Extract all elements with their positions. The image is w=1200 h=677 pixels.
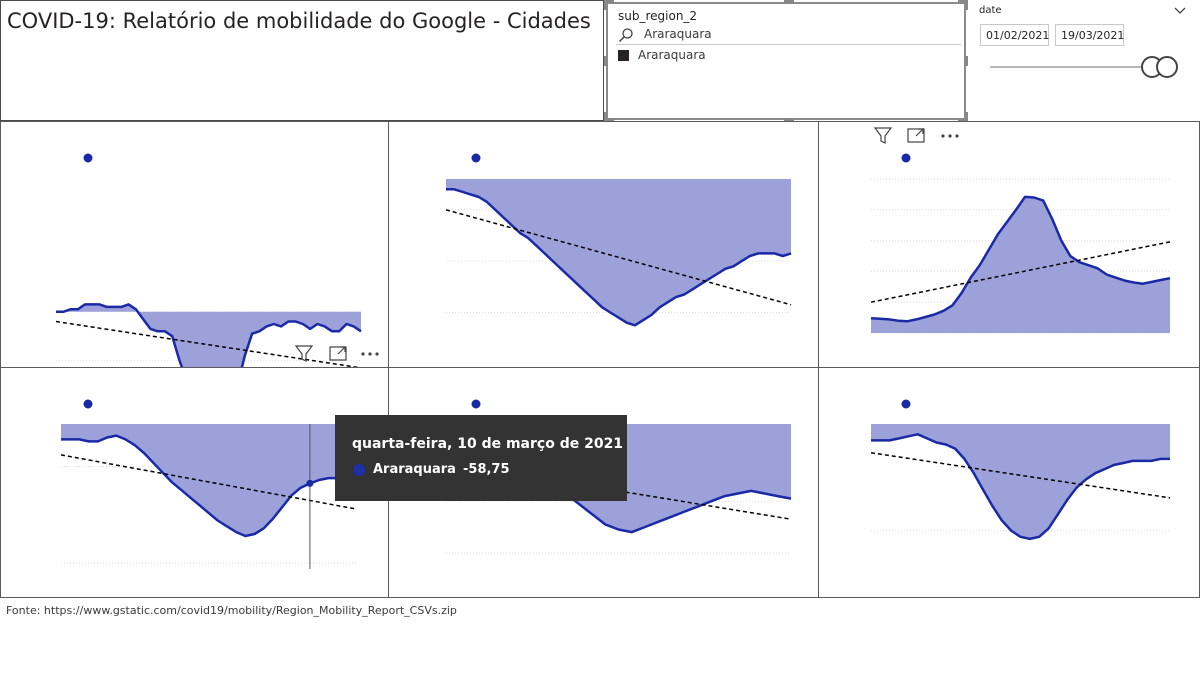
series-line[interactable] <box>870 195 1171 323</box>
chevron-down-icon[interactable] <box>1174 7 1186 15</box>
report-title: COVID-19: Relatório de mobilidade do Goo… <box>7 9 591 33</box>
trend-line <box>870 241 1171 303</box>
resize-handle-top-right[interactable] <box>958 0 968 10</box>
legend-marker <box>83 399 93 409</box>
more-options-icon[interactable] <box>361 352 379 356</box>
chart-locais-trabalho[interactable] <box>818 367 1200 598</box>
legend-marker <box>83 153 93 163</box>
slicer-title: sub_region_2 <box>618 9 698 23</box>
series-line[interactable] <box>871 433 1170 541</box>
hover-point[interactable] <box>306 479 314 487</box>
checkbox-checked-icon[interactable] <box>618 50 629 61</box>
date-slicer-title: date <box>979 5 1002 16</box>
region-slicer[interactable]: sub_region_2 Araraquara Araraquara <box>604 0 968 122</box>
slicer-item-label: Araraquara <box>638 48 706 62</box>
chart-svg <box>870 127 1171 334</box>
filter-icon[interactable] <box>294 345 314 362</box>
tooltip-series-name: Araraquara <box>373 462 456 477</box>
slicer-search-value: Araraquara <box>644 27 712 41</box>
resize-handle-bottom-right[interactable] <box>958 112 968 122</box>
series-line[interactable] <box>56 303 362 369</box>
trend-line <box>60 454 357 510</box>
resize-handle-top-left[interactable] <box>604 0 614 10</box>
chart-svg <box>55 153 379 369</box>
resize-handle-right[interactable] <box>964 56 968 66</box>
resize-handle-bottom[interactable] <box>784 118 794 122</box>
series-area <box>446 179 791 326</box>
date-slicer[interactable]: date 01/02/2021 19/03/2021 <box>970 0 1200 121</box>
legend-marker <box>901 399 911 409</box>
chart-svg <box>60 399 357 569</box>
title-panel: COVID-19: Relatório de mobilidade do Goo… <box>0 0 604 121</box>
chart-comercio-lazer[interactable] <box>0 367 389 598</box>
chart-mercado-farmacias[interactable] <box>0 121 389 369</box>
legend-marker <box>901 153 911 163</box>
date-range-track[interactable] <box>990 66 1160 68</box>
resize-handle-left[interactable] <box>604 56 608 66</box>
search-icon <box>618 28 633 43</box>
filter-icon[interactable] <box>873 127 893 144</box>
series-area <box>61 424 356 536</box>
chart-tooltip: quarta-feira, 10 de março de 2021 Araraq… <box>335 415 627 501</box>
date-range-end-handle[interactable] <box>1156 56 1178 78</box>
series-area <box>871 196 1170 333</box>
source-footer: Fonte: https://www.gstatic.com/covid19/m… <box>6 604 457 617</box>
slicer-search-input[interactable]: Araraquara <box>616 26 961 45</box>
resize-handle-top[interactable] <box>784 0 794 4</box>
date-end-input[interactable]: 19/03/2021 <box>1055 24 1124 46</box>
chart-residencias[interactable] <box>818 121 1200 368</box>
legend-marker <box>471 153 481 163</box>
focus-mode-icon[interactable] <box>329 346 347 361</box>
trend-line <box>445 209 792 306</box>
series-area <box>56 304 361 369</box>
legend-marker <box>471 399 481 409</box>
tooltip-date: quarta-feira, 10 de março de 2021 <box>352 436 624 452</box>
resize-handle-bottom-left[interactable] <box>604 112 614 122</box>
trend-line <box>55 320 362 369</box>
chart-parques[interactable] <box>388 121 819 368</box>
chart-svg <box>870 399 1171 541</box>
tooltip-series-marker <box>353 464 365 476</box>
series-line[interactable] <box>446 188 792 327</box>
trend-line <box>870 451 1171 499</box>
tooltip-value: -58,75 <box>463 462 510 477</box>
chart-svg <box>445 153 792 327</box>
series-area <box>871 424 1170 539</box>
focus-mode-icon[interactable] <box>907 128 925 143</box>
date-start-input[interactable]: 01/02/2021 <box>980 24 1049 46</box>
more-options-icon[interactable] <box>941 134 959 138</box>
